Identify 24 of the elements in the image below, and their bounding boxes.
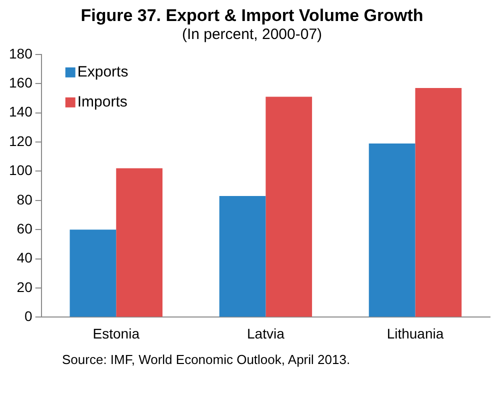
y-tick-label: 100 — [9, 162, 33, 178]
bar — [219, 196, 266, 317]
y-tick-label: 40 — [16, 250, 33, 266]
bar — [415, 88, 462, 317]
bar — [116, 168, 162, 317]
y-tick-label: 140 — [9, 104, 33, 120]
y-tick-label: 20 — [16, 278, 33, 295]
bar — [368, 143, 416, 317]
legend-label: Imports — [77, 94, 128, 111]
bar — [70, 230, 116, 317]
y-tick-label: 80 — [16, 191, 33, 208]
y-tick-label: 0 — [24, 308, 33, 324]
x-tick-label: Estonia — [92, 325, 140, 342]
chart-subtitle: (In percent, 2000-07) — [180, 26, 324, 43]
x-tick-label: Lithuania — [386, 325, 444, 342]
x-tick-label: Latvia — [247, 325, 285, 342]
y-tick-label: 160 — [9, 74, 33, 90]
y-tick-label: 180 — [9, 45, 33, 62]
source-note: Source: IMF, World Economic Outlook, April 2013. — [62, 352, 352, 367]
chart-title: Figure 37. Export & Import Volume Growth — [80, 6, 424, 26]
legend-label: Exports — [77, 64, 128, 81]
y-tick-label: 60 — [16, 220, 33, 236]
bar — [266, 96, 312, 317]
y-tick-label: 120 — [9, 132, 33, 149]
